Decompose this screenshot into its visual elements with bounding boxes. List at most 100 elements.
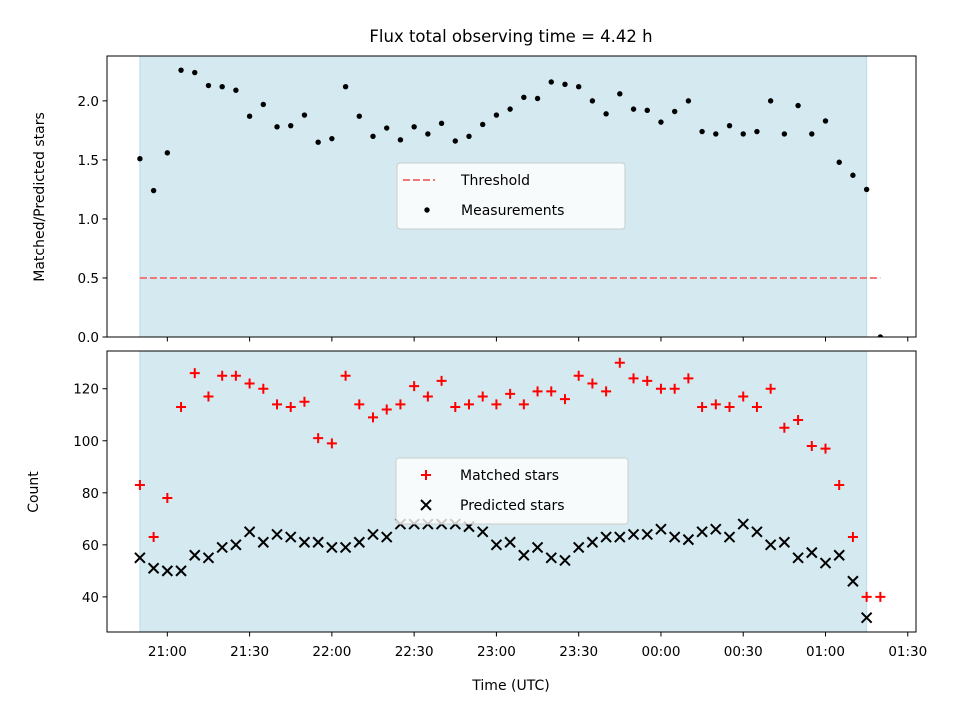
top-measurement-point: [685, 98, 692, 104]
top-measurement-point: [397, 137, 404, 143]
bottom-matched-star-point: [313, 433, 324, 444]
bottom-predicted-star-point: [806, 546, 818, 559]
bottom-matched-star-point: [272, 399, 283, 410]
top-measurement-point: [562, 81, 568, 88]
top-measurement-point: [507, 106, 513, 112]
bottom-matched-star-point: [326, 438, 337, 449]
top-measurement-point: [192, 69, 198, 76]
top-y-tick-label: 0.5: [78, 271, 99, 287]
top-measurement-point: [617, 91, 623, 97]
bottom-predicted-star-point: [312, 536, 324, 548]
bottom-predicted-star-point: [819, 557, 832, 569]
bottom-matched-star-point: [285, 401, 296, 412]
bottom-predicted-star-point: [353, 536, 366, 548]
bottom-matched-star-point: [381, 404, 392, 415]
bottom-x-tick-label: 00:30: [724, 644, 763, 660]
bottom-matched-star-point: [820, 443, 831, 454]
bottom-matched-star-point: [669, 383, 680, 394]
bottom-matched-star-point: [779, 422, 790, 433]
top-measurement-point: [315, 139, 321, 145]
bottom-y-tick-label: 60: [82, 538, 99, 554]
top-measurement-point: [411, 124, 417, 130]
bottom-matched-star-point: [203, 391, 214, 402]
top-measurement-point: [342, 83, 349, 90]
bottom-matched-star-point: [724, 401, 735, 412]
bottom-legend-predicted-swatch: [420, 499, 432, 511]
bottom-predicted-star-point: [723, 531, 736, 543]
top-measurement-point: [767, 98, 774, 104]
bottom-matched-star-point: [230, 370, 241, 381]
top-measurement-point: [795, 102, 801, 109]
bottom-predicted-star-point: [504, 536, 516, 548]
top-frame: [106, 55, 917, 338]
bottom-matched-star-point: [463, 399, 474, 410]
bottom-predicted-star-point: [696, 526, 708, 538]
bottom-matched-star-point: [710, 399, 721, 410]
bottom-matched-star-point: [162, 493, 173, 504]
top-y-axis-label: Matched/Predicted stars: [32, 112, 48, 282]
top-measurement-point: [438, 120, 445, 126]
top-measurement-point: [699, 128, 705, 135]
top-measurement-point: [781, 131, 788, 137]
top-y-tick-label: 0.0: [78, 330, 99, 346]
top-measurement-point: [809, 131, 815, 137]
top-panel: 0.0 0.5 1.0 1.5 2.0 Threshold Measurements: [78, 55, 917, 346]
bottom-predicted-star-point: [792, 552, 804, 564]
bottom-predicted-star-point: [682, 533, 695, 546]
bottom-predicted-star-point: [257, 536, 270, 548]
top-measurement-point: [754, 128, 760, 135]
bottom-matched-star-point: [834, 479, 845, 490]
bottom-matched-star-point: [491, 399, 502, 410]
top-measurement-point: [534, 95, 541, 102]
bottom-predicted-star-point: [189, 549, 201, 561]
bottom-matched-star-point: [477, 391, 488, 402]
bottom-predicted-star-point: [490, 539, 503, 551]
bottom-matched-star-point: [628, 373, 639, 384]
bottom-x-tick-label: 22:00: [312, 644, 351, 660]
bottom-legend-box: [395, 457, 629, 525]
bottom-predicted-star-point: [243, 526, 256, 538]
top-measurement-point: [644, 107, 650, 114]
bottom-y-tick-label: 40: [82, 590, 99, 606]
bottom-predicted-star-point: [559, 554, 571, 567]
bottom-predicted-star-point: [216, 541, 228, 554]
bottom-matched-star-point: [176, 401, 187, 412]
bottom-data-marks: [134, 357, 886, 624]
bottom-matched-star-point: [614, 357, 625, 368]
bottom-matched-star-point: [697, 401, 708, 412]
bottom-predicted-star-point: [298, 536, 311, 548]
bottom-matched-star-point: [559, 394, 570, 405]
bottom-x-tick-label: 21:00: [148, 644, 187, 660]
bottom-matched-star-point: [861, 591, 872, 602]
bottom-matched-star-point: [134, 479, 145, 490]
bottom-matched-star-point: [518, 399, 529, 410]
bottom-predicted-star-point: [600, 531, 612, 543]
top-measurement-point: [260, 101, 267, 108]
bottom-predicted-star-point: [627, 528, 640, 541]
bottom-predicted-star-point: [476, 526, 489, 538]
bottom-predicted-star-point: [545, 552, 557, 564]
top-measurement-point: [740, 131, 746, 137]
top-measurement-point: [589, 98, 596, 104]
top-measurement-point: [384, 125, 390, 131]
top-measurement-point: [466, 133, 472, 139]
bottom-matched-star-point: [244, 378, 255, 389]
bottom-matched-star-point: [532, 386, 543, 397]
top-measurement-point: [425, 131, 431, 137]
bottom-matched-star-point: [751, 401, 762, 412]
bottom-matched-star-point: [738, 391, 749, 402]
top-measurement-point: [630, 106, 637, 112]
bottom-matched-star-point: [806, 440, 817, 451]
bottom-matched-star-point: [765, 383, 776, 394]
top-measurement-point: [205, 82, 212, 89]
bottom-matched-star-point: [601, 386, 612, 397]
bottom-y-tick-label: 80: [82, 486, 99, 502]
bottom-matched-star-point: [546, 386, 557, 397]
bottom-predicted-star-point: [614, 531, 626, 543]
bottom-predicted-star-point: [339, 541, 352, 554]
top-measurement-point: [219, 83, 225, 90]
top-measurement-point: [877, 334, 884, 337]
bottom-matched-star-point: [642, 375, 653, 386]
top-legend-label: Threshold: [460, 173, 530, 189]
bottom-predicted-star-point: [161, 565, 174, 577]
